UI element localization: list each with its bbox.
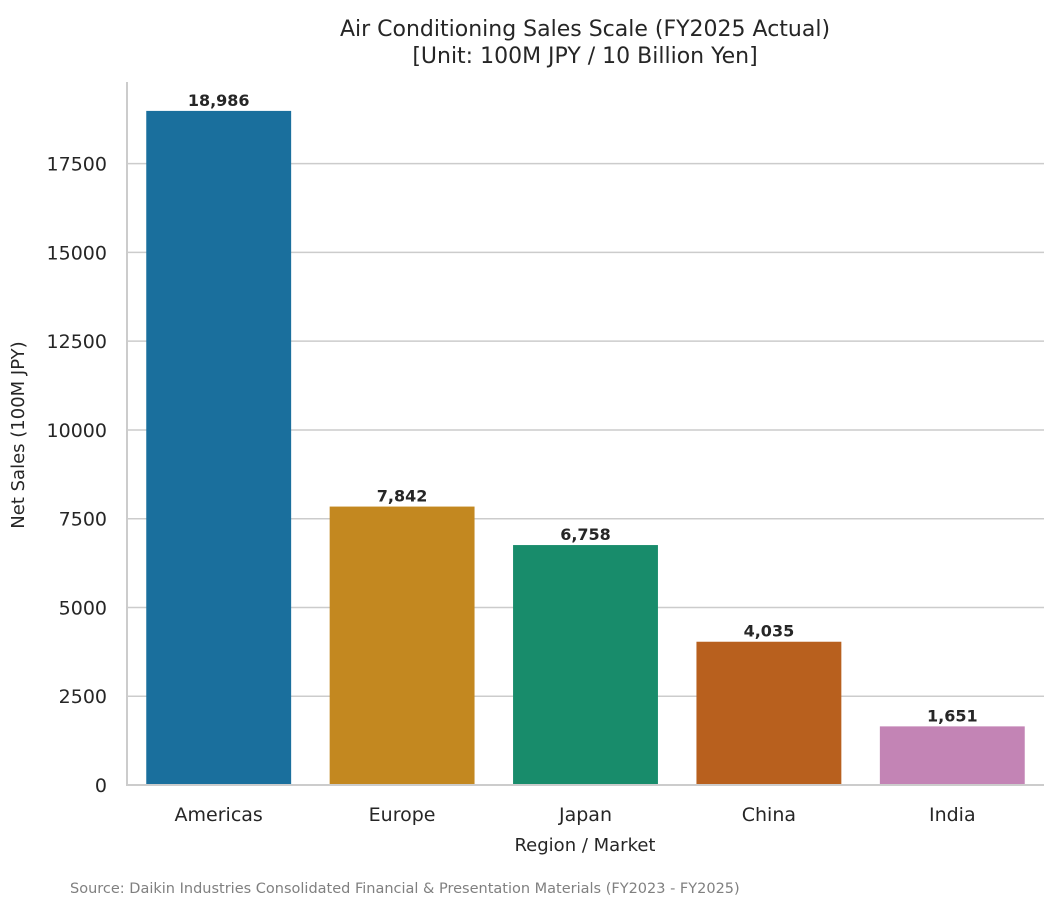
axes [126, 82, 1044, 786]
bar-japan [513, 545, 658, 785]
y-axis-label: Net Sales (100M JPY) [8, 341, 29, 528]
bar-value-label: 6,758 [560, 525, 611, 544]
bar-value-label: 7,842 [377, 487, 428, 506]
x-tick-label: Americas [175, 804, 263, 826]
y-tick-label: 0 [95, 775, 107, 797]
y-tick-label: 7500 [59, 509, 107, 531]
x-tick-label: India [929, 804, 976, 826]
chart-title-line: Air Conditioning Sales Scale (FY2025 Act… [340, 17, 830, 42]
x-tick-label: Japan [558, 804, 612, 826]
x-tick-label: Europe [369, 804, 436, 826]
bar-value-label: 1,651 [927, 706, 978, 725]
bar-value-label: 4,035 [744, 622, 795, 641]
bars [146, 110, 1025, 785]
bar-europe [329, 506, 475, 785]
x-tick-label: China [742, 804, 796, 826]
chart-title: Air Conditioning Sales Scale (FY2025 Act… [340, 17, 830, 69]
y-tick-label: 12500 [47, 331, 107, 353]
bar-india [879, 726, 1025, 785]
bar-value-labels: 18,986 7,842 6,758 4,035 1,651 [188, 91, 978, 725]
y-tick-label: 15000 [47, 242, 107, 264]
y-tick-labels: 0 2500 5000 7500 10000 12500 15000 17500 [47, 154, 107, 797]
y-tick-label: 17500 [47, 154, 107, 176]
bar-china [696, 641, 842, 785]
source-note: Source: Daikin Industries Consolidated F… [70, 881, 740, 897]
y-tick-label: 5000 [59, 597, 107, 619]
chart-title-line: [Unit: 100M JPY / 10 Billion Yen] [412, 44, 757, 69]
y-tick-label: 10000 [47, 420, 107, 442]
y-tick-label: 2500 [59, 686, 107, 708]
x-tick-labels: Americas Europe Japan China India [175, 804, 976, 826]
bar-americas [146, 110, 292, 785]
bar-value-label: 18,986 [188, 91, 250, 110]
x-axis-label: Region / Market [514, 835, 655, 856]
